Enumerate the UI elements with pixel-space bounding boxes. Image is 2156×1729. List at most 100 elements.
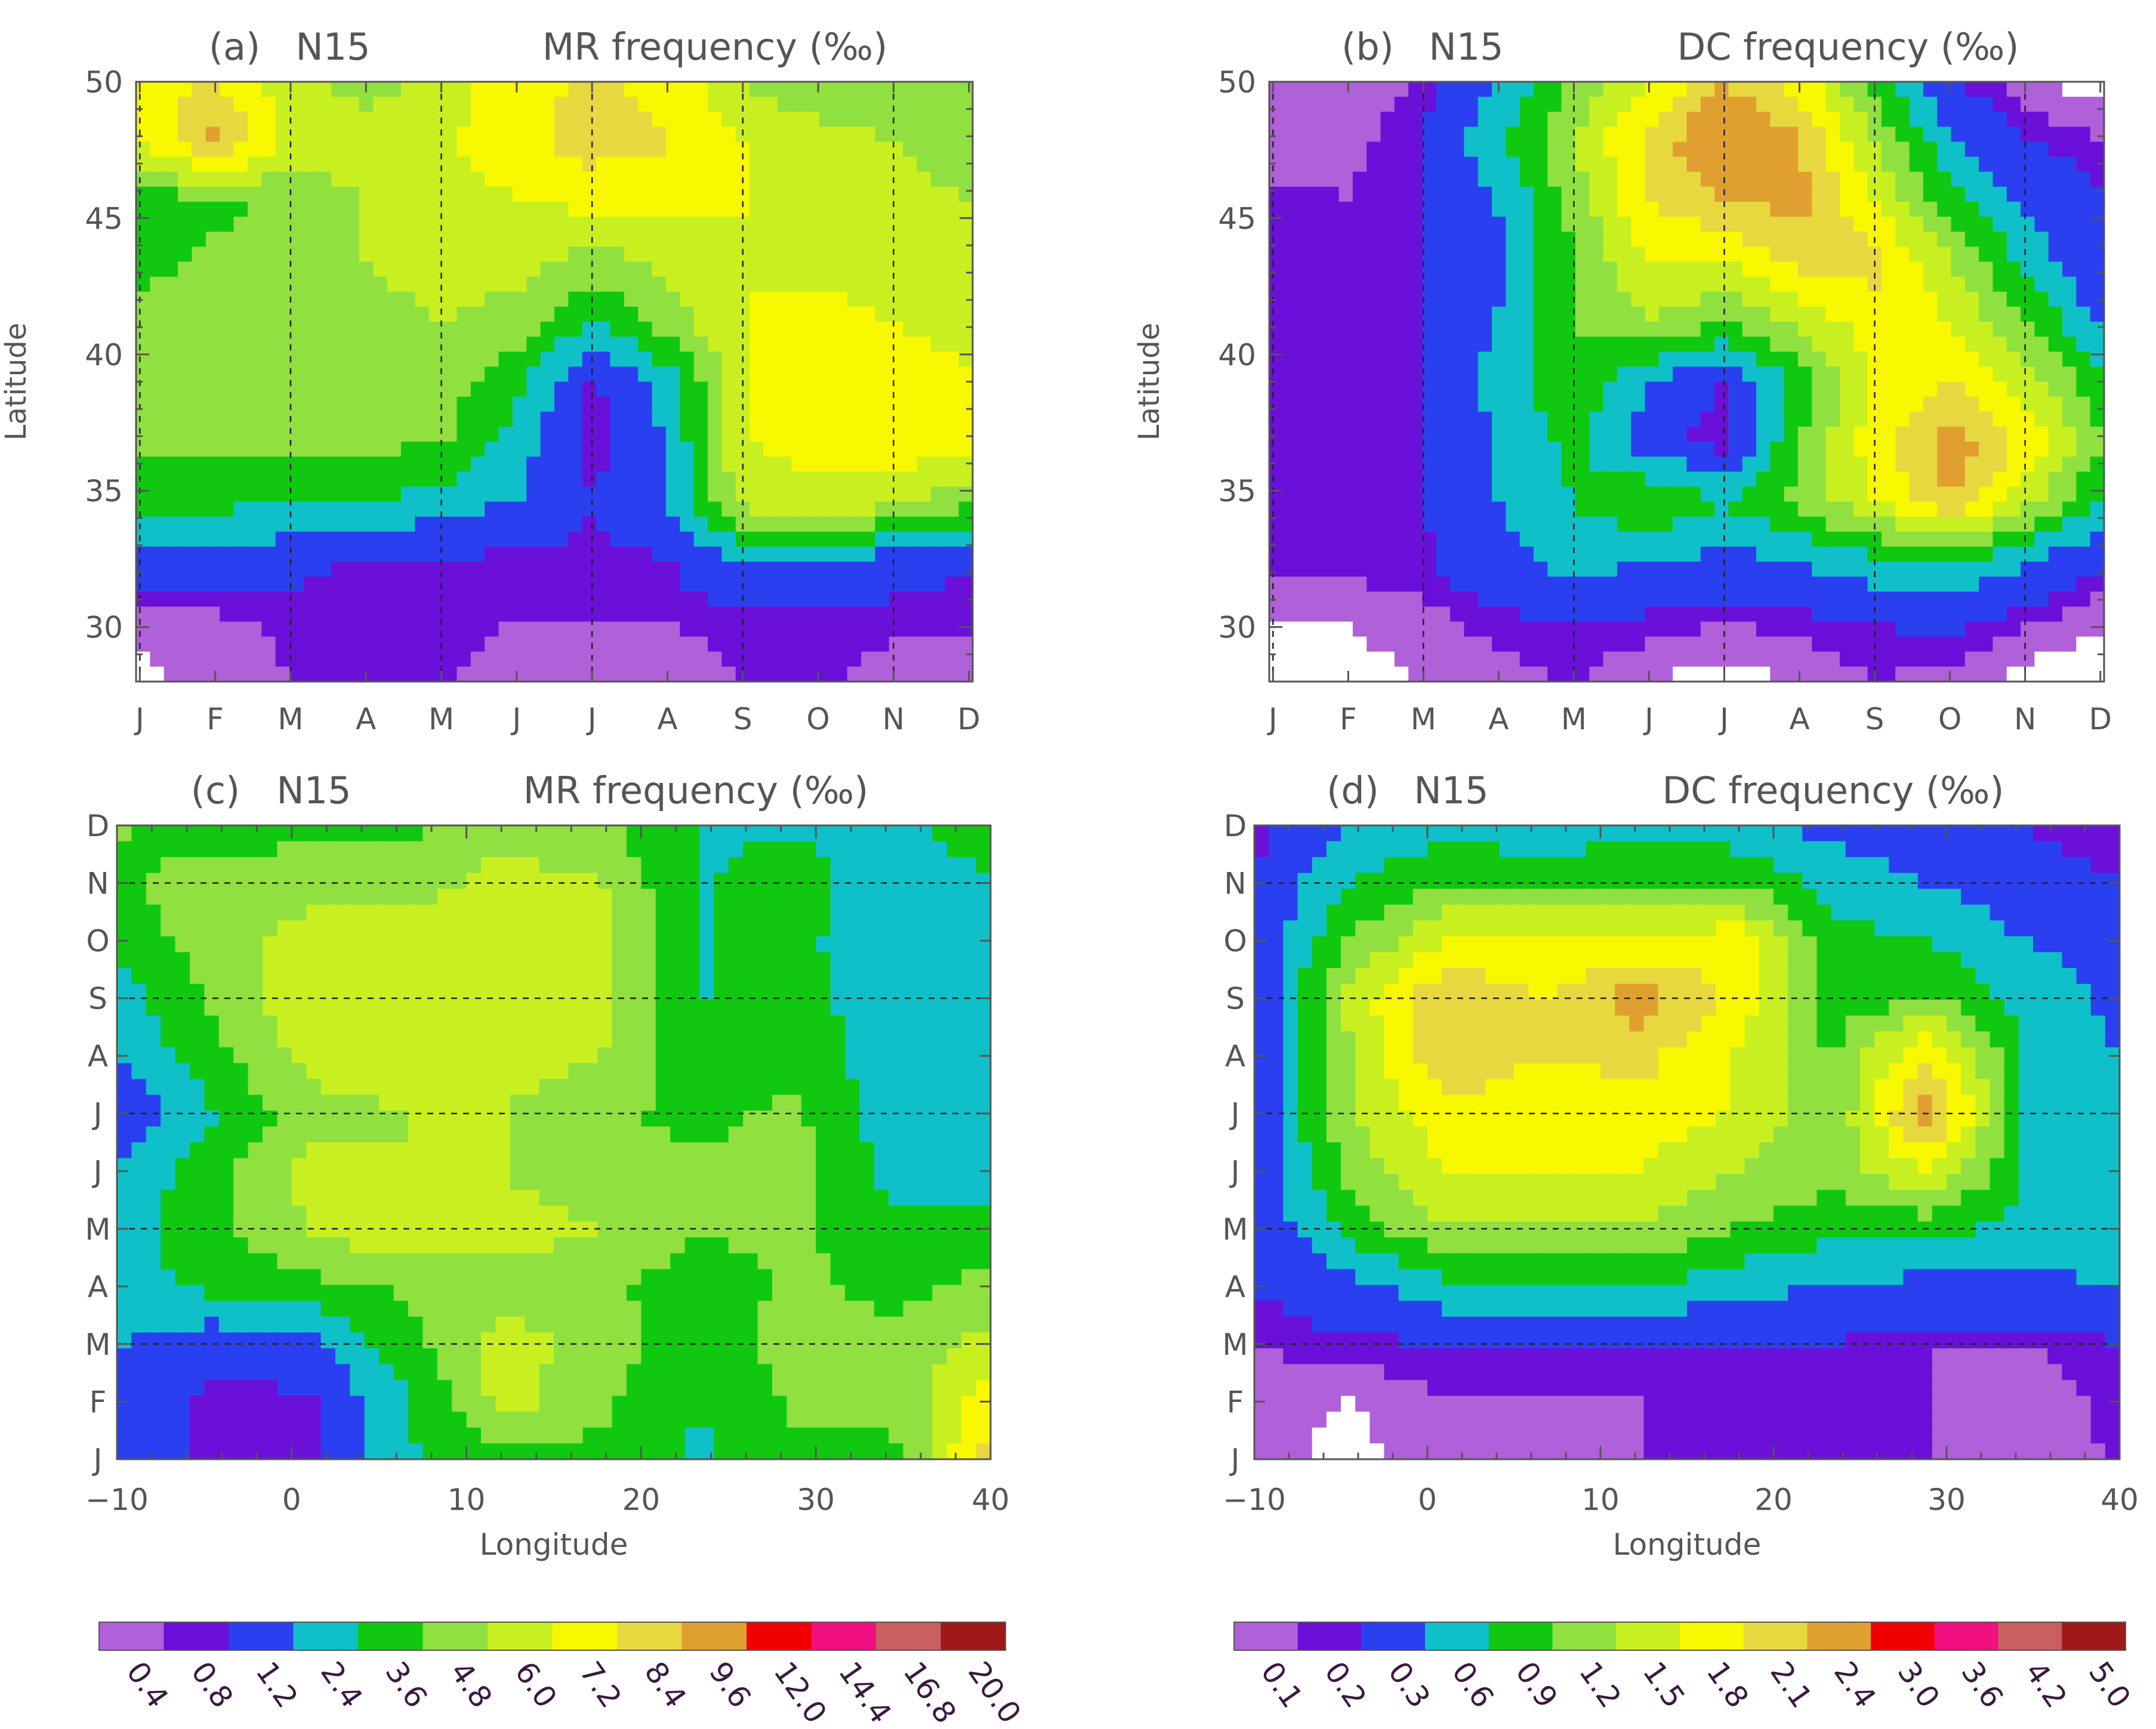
contour-cell: [1923, 141, 1938, 158]
contour-cell: [582, 621, 597, 637]
contour-cell: [387, 546, 402, 562]
contour-cell: [1951, 112, 1966, 128]
contour-cell: [1589, 322, 1604, 337]
contour-cell: [220, 562, 235, 577]
contour-cell: [1798, 531, 1813, 547]
contour-cell: [805, 486, 820, 503]
contour-cell: [875, 411, 890, 427]
contour-cell: [1645, 381, 1660, 397]
contour-cell: [763, 442, 778, 457]
contour-cell: [610, 141, 625, 158]
contour-cell: [512, 562, 528, 577]
contour-cell: [1297, 291, 1312, 307]
contour-cell: [680, 471, 695, 488]
contour-cell: [192, 276, 206, 292]
contour-cell: [512, 141, 528, 158]
contour-cell: [1534, 591, 1549, 608]
contour-cell: [1895, 411, 1910, 427]
contour-cell: [1700, 562, 1715, 577]
contour-cell: [1839, 127, 1855, 143]
contour-cell: [540, 666, 555, 682]
contour-cell: [387, 322, 402, 337]
contour-cell: [345, 636, 360, 652]
contour-cell: [638, 486, 653, 503]
contour-cell: [2076, 531, 2091, 547]
contour-cell: [1937, 651, 1952, 667]
contour-cell: [1645, 337, 1660, 353]
contour-cell: [345, 171, 360, 187]
contour-cell: [415, 171, 430, 187]
contour-cell: [2076, 291, 2091, 307]
contour-cell: [1798, 546, 1813, 562]
contour-cell: [400, 246, 416, 263]
contour-cell: [1283, 577, 1298, 593]
contour-cell: [1478, 156, 1492, 172]
contour-cell: [638, 621, 653, 637]
contour-cell: [833, 306, 848, 322]
contour-cell: [1519, 457, 1534, 473]
contour-cell: [2006, 202, 2021, 217]
contour-cell: [777, 276, 792, 292]
contour-cell: [1756, 651, 1771, 667]
contour-cell: [1534, 217, 1549, 233]
contour-cell: [1589, 306, 1604, 322]
contour-cell: [1283, 141, 1298, 158]
contour-cell: [1881, 186, 1896, 202]
contour-cell: [1686, 202, 1701, 217]
contour-cell: [1964, 562, 1979, 577]
contour-cell: [205, 531, 220, 547]
contour-cell: [1380, 457, 1395, 473]
contour-cell: [847, 366, 862, 383]
contour-cell: [1534, 636, 1549, 652]
contour-cell: [331, 591, 346, 608]
contour-cell: [2034, 337, 2049, 353]
contour-cell: [303, 366, 318, 383]
contour-cell: [512, 516, 528, 532]
contour-cell: [498, 202, 513, 217]
contour-cell: [1853, 306, 1868, 322]
panel-label: (a): [209, 25, 260, 69]
contour-cell: [1422, 261, 1437, 278]
contour-cell: [1895, 141, 1910, 158]
contour-cell: [861, 337, 876, 353]
contour-cell: [596, 127, 611, 143]
contour-cell: [930, 442, 946, 457]
contour-cell: [749, 621, 764, 637]
contour-cell: [2076, 232, 2091, 248]
x-tick-label: A: [657, 702, 677, 736]
contour-cell: [192, 171, 206, 187]
contour-cell: [624, 471, 639, 488]
contour-cell: [1742, 82, 1757, 97]
contour-cell: [2062, 306, 2077, 322]
contour-cell: [1979, 141, 1994, 158]
contour-cell: [457, 606, 471, 622]
contour-cell: [665, 471, 681, 488]
contour-cell: [1839, 246, 1855, 263]
contour-cell: [777, 471, 792, 488]
contour-cell: [1325, 261, 1340, 278]
contour-cell: [680, 457, 695, 473]
contour-cell: [164, 112, 178, 128]
contour-cell: [512, 232, 528, 248]
contour-cell: [1964, 322, 1979, 337]
contour-cell: [512, 442, 528, 457]
contour-cell: [805, 171, 820, 187]
contour-cell: [1923, 411, 1938, 427]
contour-cell: [220, 666, 235, 682]
contour-cell: [596, 501, 611, 517]
contour-cell: [1909, 606, 1924, 622]
contour-cell: [1673, 471, 1688, 488]
contour-cell: [373, 366, 388, 383]
contour-cell: [1853, 127, 1868, 143]
contour-cell: [387, 501, 402, 517]
contour-cell: [1589, 337, 1604, 353]
contour-cell: [178, 651, 193, 667]
contour-cell: [192, 606, 206, 622]
contour-cell: [554, 471, 569, 488]
contour-cell: [554, 352, 569, 368]
x-tick-label: M: [277, 702, 303, 736]
contour-cell: [1464, 127, 1479, 143]
contour-cell: [1506, 156, 1520, 172]
contour-cell: [1380, 127, 1395, 143]
contour-cell: [1853, 82, 1868, 97]
